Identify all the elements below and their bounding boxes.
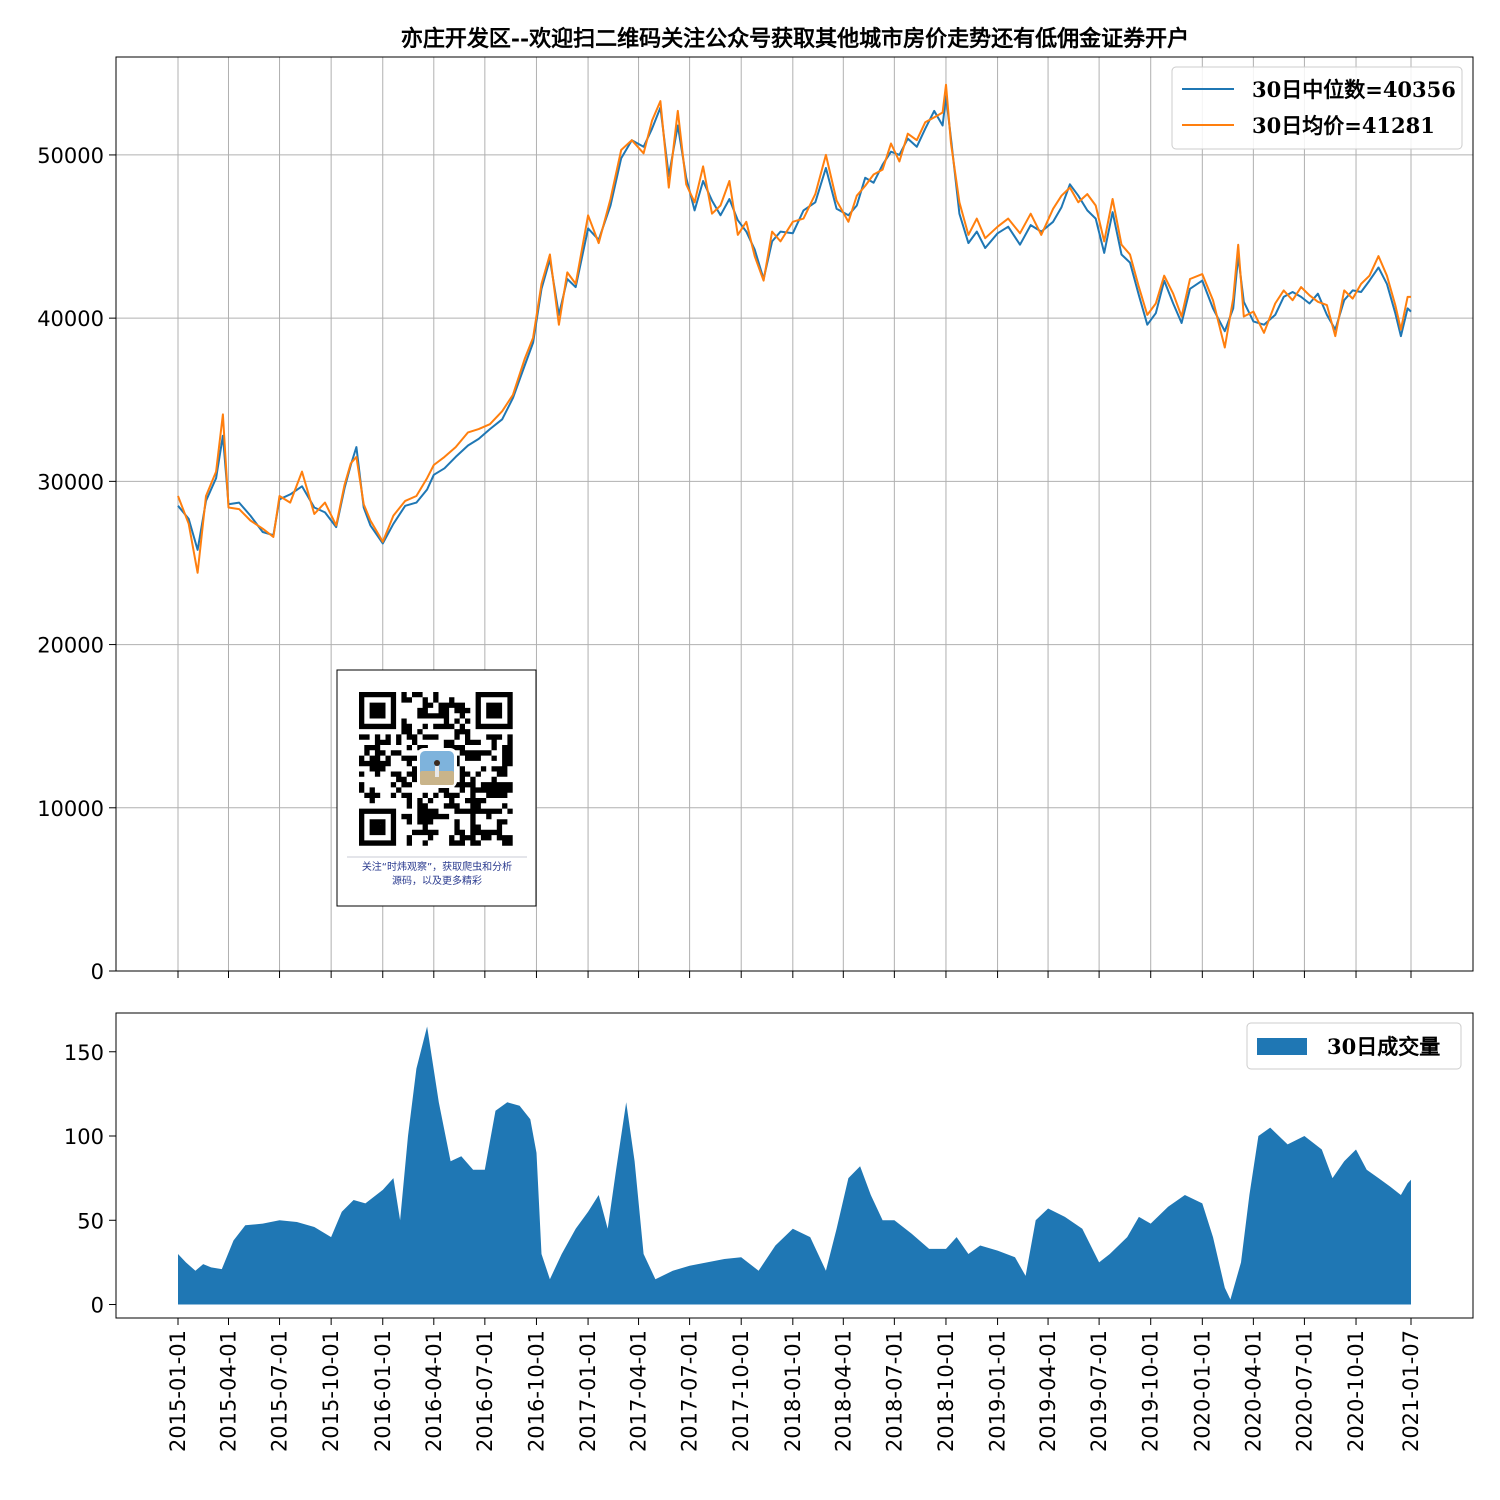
x-tick-label: 2015-07-01	[268, 1330, 292, 1452]
x-tick-label: 2018-01-01	[781, 1330, 805, 1452]
price-legend: 30日中位数=40356 30日均价=41281	[1171, 66, 1463, 150]
volume-y-axis: 0 50 100 150	[64, 1041, 116, 1318]
price-panel: 0 10000 20000 30000 40000 50000	[37, 56, 1474, 984]
volume-x-axis: 2015-01-01 2015-04-01 2015-07-01 2015-10-01…	[166, 1318, 1423, 1452]
x-tick-label: 2020-10-01	[1344, 1330, 1368, 1452]
x-tick-label: 2015-10-01	[319, 1330, 343, 1452]
price-grid	[116, 57, 1473, 972]
x-tick-label: 2018-07-01	[882, 1330, 906, 1452]
volume-legend: 30日成交量	[1246, 1022, 1462, 1070]
x-tick-label: 2016-10-01	[524, 1330, 548, 1452]
x-tick-label: 2015-04-01	[216, 1330, 240, 1452]
x-tick-label: 2021-01-07	[1399, 1330, 1423, 1452]
x-tick-label: 2019-07-01	[1087, 1330, 1111, 1452]
volume-series	[178, 1026, 1411, 1305]
legend-mean-label: 30日均价=41281	[1252, 113, 1435, 138]
volume-y-tick-label: 50	[77, 1209, 104, 1233]
legend-median-label: 30日中位数=40356	[1252, 77, 1456, 102]
price-y-tick-label: 30000	[37, 470, 104, 494]
price-y-tick-label: 0	[91, 960, 104, 984]
volume-y-tick-label: 150	[64, 1041, 104, 1065]
volume-legend-box	[1246, 1022, 1462, 1070]
price-y-axis: 0 10000 20000 30000 40000 50000	[37, 144, 116, 984]
volume-panel: 0 50 100 150 2015-01-01 2015-04-01 2015-07-01…	[64, 1012, 1474, 1452]
x-tick-label: 2016-07-01	[473, 1330, 497, 1452]
x-tick-label: 2015-01-01	[166, 1330, 190, 1452]
price-axes-frame	[115, 56, 1474, 972]
qr-caption-line-2: 源码，以及更多精彩	[392, 874, 482, 887]
price-x-ticks	[177, 971, 1412, 978]
price-y-tick-label: 40000	[37, 307, 104, 331]
x-tick-label: 2017-04-01	[627, 1330, 651, 1452]
qr-caption-line-1: 关注“时炜观察”，获取爬虫和分析	[362, 860, 512, 873]
volume-y-tick-label: 0	[91, 1294, 104, 1318]
price-y-tick-label: 50000	[37, 144, 104, 168]
x-tick-label: 2018-04-01	[831, 1330, 855, 1452]
price-y-tick-label: 20000	[37, 634, 104, 658]
qr-modules-path	[359, 692, 513, 846]
x-tick-label: 2019-04-01	[1036, 1330, 1060, 1452]
qr-avatar-icon	[417, 748, 457, 788]
price-series	[177, 83, 1412, 574]
legend-volume-label: 30日成交量	[1327, 1034, 1440, 1059]
price-y-tick-label: 10000	[37, 797, 104, 821]
price-legend-box	[1171, 66, 1463, 150]
mean-price-line	[177, 83, 1411, 574]
x-tick-label: 2019-01-01	[986, 1330, 1010, 1452]
x-tick-label: 2017-01-01	[576, 1330, 600, 1452]
chart-title: 亦庄开发区--欢迎扫二维码关注公众号获取其他城市房价走势还有低佣金证券开户	[401, 26, 1189, 52]
x-tick-label: 2018-10-01	[934, 1330, 958, 1452]
volume-axes-frame	[115, 1012, 1474, 1319]
x-tick-label: 2016-01-01	[371, 1330, 395, 1452]
x-tick-label: 2017-07-01	[678, 1330, 702, 1452]
x-tick-label: 2020-04-01	[1241, 1330, 1265, 1452]
x-tick-label: 2020-07-01	[1292, 1330, 1316, 1452]
qr-code-icon	[359, 692, 513, 846]
x-tick-label: 2019-10-01	[1139, 1330, 1163, 1452]
qr-code-box: 关注“时炜观察”，获取爬虫和分析 源码，以及更多精彩	[336, 669, 537, 907]
x-tick-label: 2016-04-01	[422, 1330, 446, 1452]
legend-volume-swatch	[1257, 1038, 1307, 1055]
volume-area	[178, 1026, 1411, 1305]
volume-y-tick-label: 100	[64, 1125, 104, 1149]
x-tick-label: 2017-10-01	[729, 1330, 753, 1452]
x-tick-label: 2020-01-01	[1190, 1330, 1214, 1452]
